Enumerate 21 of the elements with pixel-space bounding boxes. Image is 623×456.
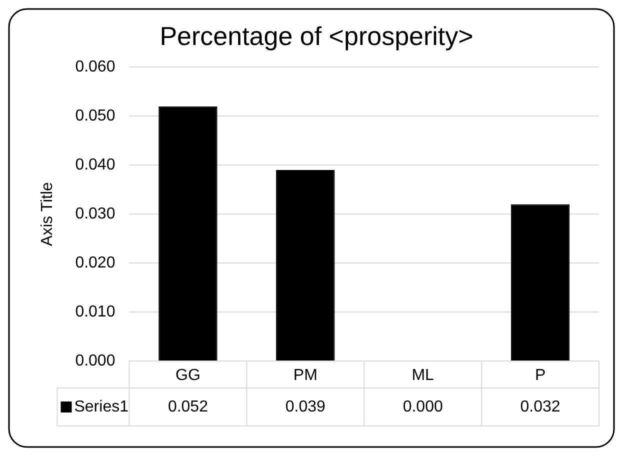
data-label: 0.039 <box>285 398 326 416</box>
data-label: 0.032 <box>520 398 560 416</box>
y-tick-label: 0.020 <box>75 254 116 272</box>
chart-title: Percentage of <prosperity> <box>160 20 474 51</box>
x-tick-label: ML <box>412 367 434 384</box>
bar <box>510 204 570 360</box>
data-label: 0.000 <box>402 398 443 416</box>
bar <box>158 106 218 360</box>
y-tick-label: 0.000 <box>75 352 116 370</box>
data-label: 0.052 <box>168 398 208 416</box>
x-tick-label: GG <box>176 367 200 384</box>
y-tick-label: 0.060 <box>75 58 116 76</box>
y-tick-label: 0.040 <box>75 156 116 174</box>
y-tick-label: 0.050 <box>75 108 116 125</box>
legend-label: Series1 <box>74 398 129 416</box>
x-tick-label: PM <box>293 367 318 384</box>
bar <box>276 170 335 360</box>
x-tick-label: P <box>534 367 546 384</box>
y-tick-label: 0.010 <box>75 303 116 320</box>
y-axis-title: Axis Title <box>39 182 56 246</box>
y-tick-label: 0.030 <box>75 206 116 223</box>
